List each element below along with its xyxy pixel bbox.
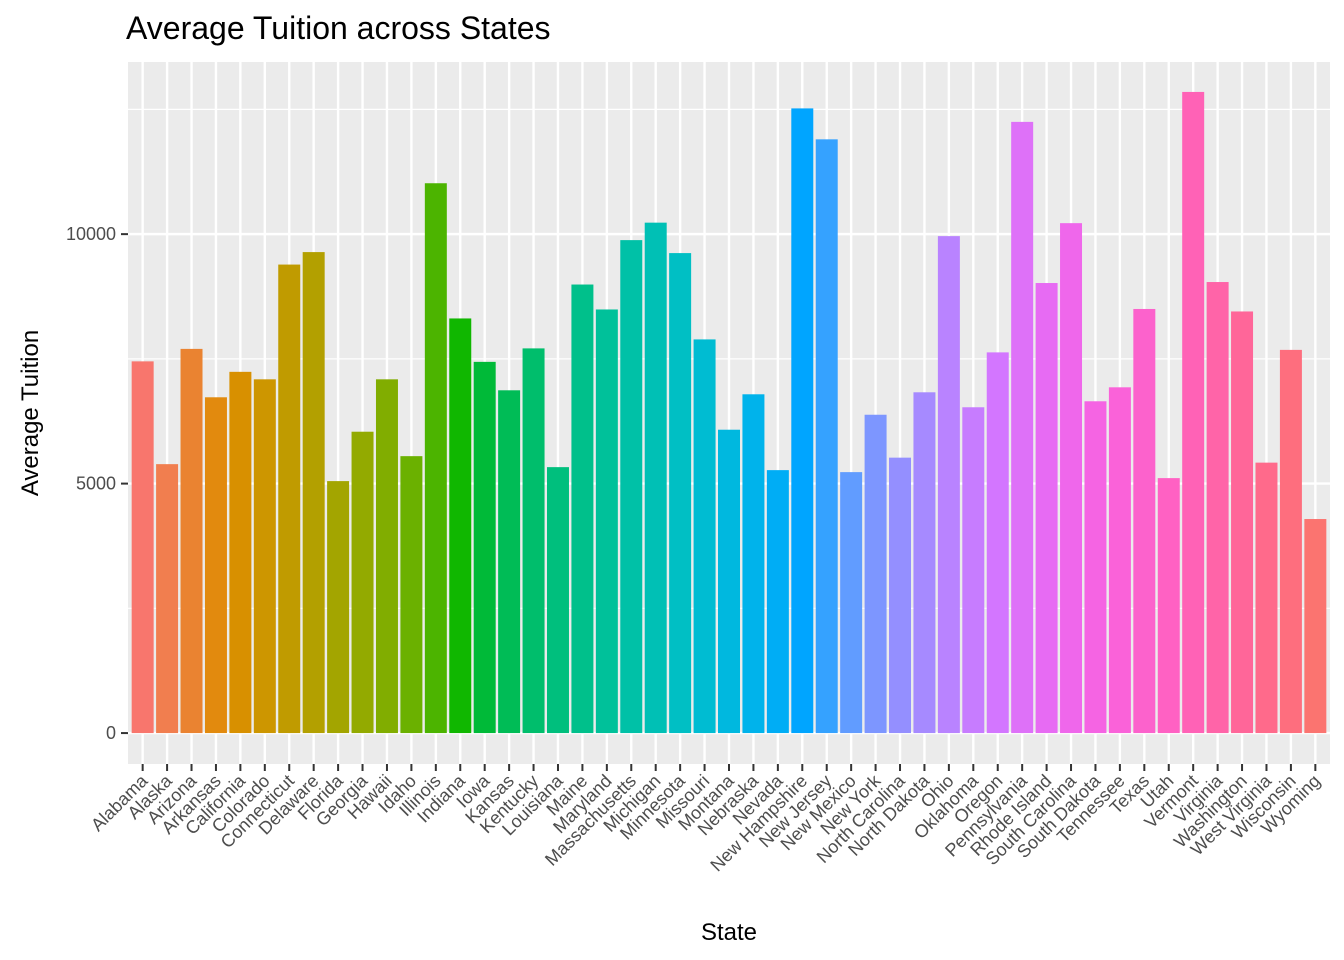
y-tick-label: 0 <box>106 723 116 743</box>
bar-vermont <box>1182 91 1205 734</box>
bar-utah <box>1157 478 1180 734</box>
y-axis: 0 5000 10000 <box>66 224 128 743</box>
bar-maine <box>571 284 594 734</box>
bar-north-dakota <box>913 392 936 734</box>
bar-idaho <box>400 456 423 734</box>
bar-illinois <box>424 183 447 734</box>
x-axis-title: State <box>701 919 757 946</box>
bar-ohio <box>937 236 960 734</box>
bar-south-dakota <box>1084 401 1107 734</box>
bar-tennessee <box>1108 387 1131 734</box>
bar-washington <box>1231 311 1254 734</box>
bar-missouri <box>693 339 716 734</box>
bar-indiana <box>449 318 472 734</box>
bar-iowa <box>473 361 496 734</box>
bar-north-carolina <box>889 457 912 734</box>
bar-alabama <box>131 361 154 734</box>
y-tick-label: 5000 <box>76 474 116 494</box>
bar-georgia <box>351 431 374 734</box>
bar-new-hampshire <box>791 108 814 734</box>
bar-kansas <box>498 390 521 734</box>
bar-oklahoma <box>962 407 985 734</box>
bar-west-virginia <box>1255 462 1278 734</box>
bar-arizona <box>180 348 203 734</box>
bar-minnesota <box>669 253 692 734</box>
chart-title: Average Tuition across States <box>126 10 551 46</box>
bar-virginia <box>1206 282 1229 734</box>
bar-kentucky <box>522 348 545 734</box>
bar-rhode-island <box>1035 283 1058 734</box>
bar-arkansas <box>204 397 227 734</box>
bar-hawaii <box>375 379 398 734</box>
y-axis-title: Average Tuition <box>17 330 44 496</box>
bar-michigan <box>644 222 667 734</box>
bar-connecticut <box>278 264 301 734</box>
bar-massachusetts <box>620 240 643 734</box>
bar-maryland <box>595 309 618 734</box>
bar-nebraska <box>742 394 765 734</box>
bar-pennsylvania <box>1011 121 1034 734</box>
y-tick-label: 10000 <box>66 224 116 244</box>
bar-texas <box>1133 308 1156 734</box>
bar-alaska <box>156 464 179 734</box>
bar-wisconsin <box>1279 349 1302 734</box>
bar-new-jersey <box>815 139 838 734</box>
bar-louisiana <box>546 467 569 734</box>
x-axis: AlabamaAlaskaArizonaArkansasCaliforniaCo… <box>87 764 1324 875</box>
bar-florida <box>327 481 350 734</box>
bar-new-york <box>864 414 887 734</box>
bar-california <box>229 371 252 734</box>
bar-south-carolina <box>1060 223 1083 734</box>
bar-colorado <box>253 379 276 734</box>
bar-montana <box>718 429 740 734</box>
bar-nevada <box>766 470 789 734</box>
bars <box>131 91 1327 734</box>
bar-new-mexico <box>840 472 863 734</box>
bar-delaware <box>302 252 325 734</box>
bar-wyoming <box>1304 519 1327 734</box>
bar-oregon <box>986 352 1009 734</box>
